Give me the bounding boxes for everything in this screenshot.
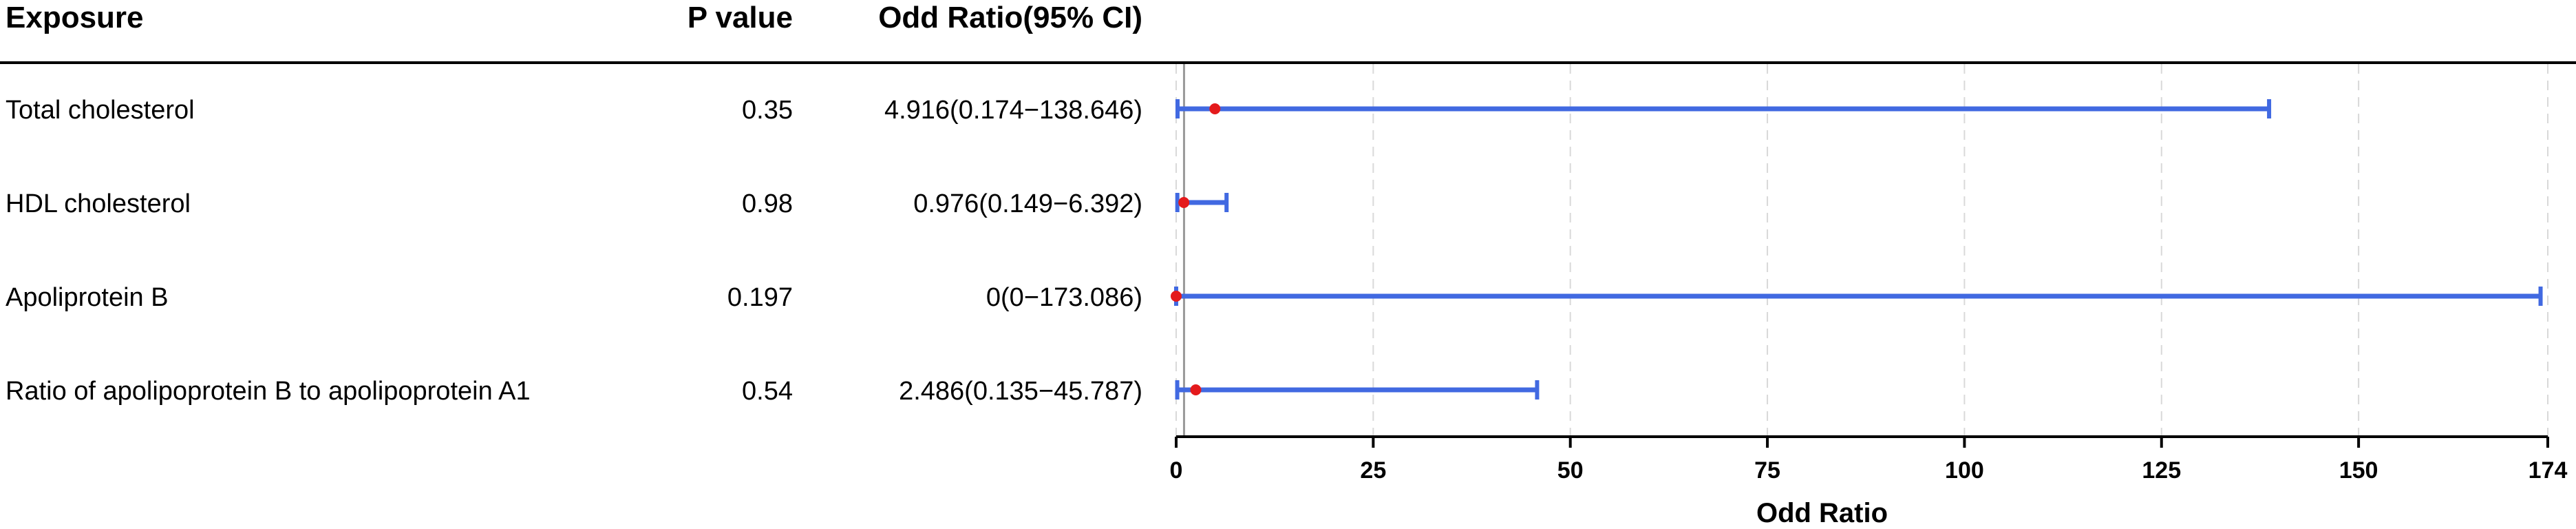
x-tick-label: 125 — [2142, 457, 2181, 484]
point-estimate — [1171, 291, 1182, 302]
point-estimate — [1190, 384, 1202, 395]
row-or-ci: 0.976(0.149−6.392) — [913, 189, 1142, 218]
row-exposure: Total cholesterol — [6, 96, 195, 125]
point-estimate — [1178, 197, 1190, 208]
header-odds-ratio: Odd Ratio(95% CI) — [878, 1, 1142, 34]
row-p-value: 0.98 — [742, 189, 793, 218]
header-divider — [0, 61, 2576, 64]
row-or-ci: 2.486(0.135−45.787) — [899, 377, 1142, 406]
row-p-value: 0.35 — [742, 96, 793, 125]
x-tick-label: 25 — [1360, 457, 1386, 484]
x-tick-label: 174 — [2529, 457, 2568, 484]
row-p-value: 0.54 — [742, 377, 793, 406]
header-p-value: P value — [687, 1, 793, 34]
header-exposure: Exposure — [6, 1, 144, 34]
x-tick-label: 150 — [2339, 457, 2378, 484]
point-estimate — [1209, 103, 1221, 114]
x-tick-label: 75 — [1754, 457, 1780, 484]
x-tick-label: 100 — [1945, 457, 1984, 484]
x-axis-title: Odd Ratio — [1756, 498, 1888, 528]
x-tick-label: 0 — [1170, 457, 1183, 484]
row-exposure: Ratio of apolipoprotein B to apolipoprot… — [6, 377, 531, 406]
row-exposure: HDL cholesterol — [6, 189, 191, 218]
row-p-value: 0.197 — [727, 283, 793, 312]
row-or-ci: 4.916(0.174−138.646) — [884, 96, 1142, 125]
row-exposure: Apoliprotein B — [6, 283, 169, 312]
x-tick-label: 50 — [1557, 457, 1584, 484]
row-or-ci: 0(0−173.086) — [986, 283, 1142, 312]
